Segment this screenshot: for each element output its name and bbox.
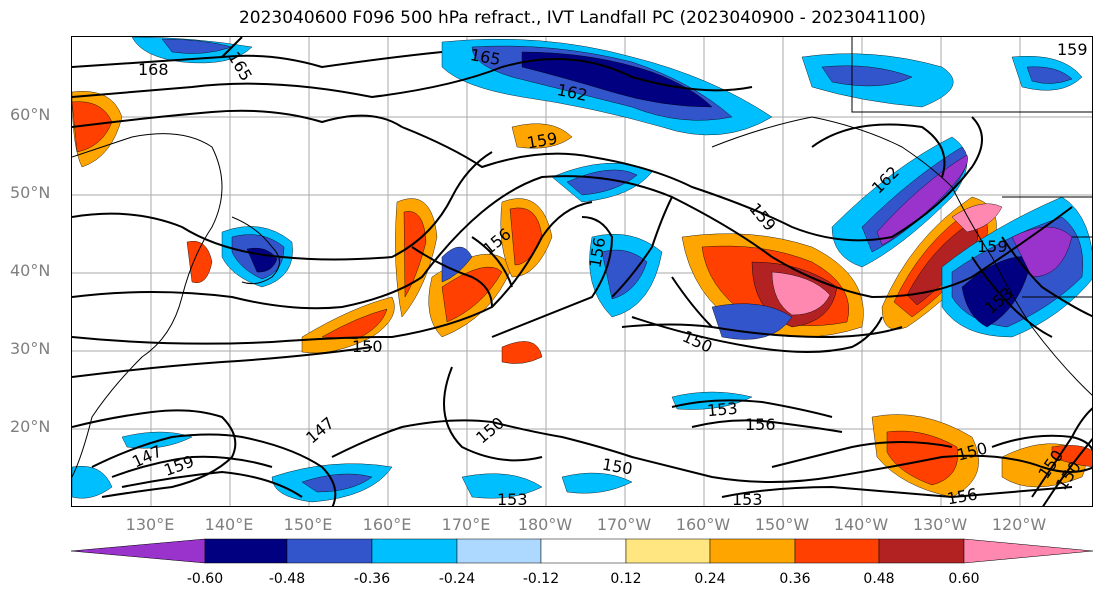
lon-label: 180°W (517, 515, 573, 534)
contour-label: 168 (138, 60, 169, 79)
lon-label: 140°E (204, 515, 254, 534)
colorbar-segment (709, 538, 796, 564)
lat-label: 20°N (10, 417, 51, 436)
colorbar-segment (963, 538, 1094, 564)
colorbar-segment (794, 538, 880, 564)
contour-label: 153 (732, 490, 763, 507)
contour-label: 159 (525, 129, 558, 153)
shaded-field (72, 37, 1092, 503)
lon-label: 130°E (125, 515, 175, 534)
contour-label: 156 (945, 484, 978, 507)
contour-label: 159 (977, 237, 1008, 256)
colorbar-tick: -0.12 (522, 571, 560, 587)
lon-label: 170°E (441, 515, 491, 534)
colorbar-segment (878, 538, 965, 564)
contour-label: 153 (706, 399, 738, 421)
lon-label: 130°W (912, 515, 968, 534)
colorbar-tick: 0.12 (610, 571, 642, 587)
map-canvas: 168 165 165 162 159 162 159 156 156 150 … (72, 37, 1092, 507)
colorbar-segment (456, 538, 542, 564)
contour-label: 156 (745, 415, 776, 434)
lon-label: 160°E (362, 515, 412, 534)
contour-label: 153 (497, 490, 528, 507)
height-contours (72, 37, 1092, 506)
lat-label: 60°N (10, 105, 51, 124)
lon-label: 150°W (754, 515, 810, 534)
lon-label: 150°E (283, 515, 333, 534)
lat-label: 30°N (10, 339, 51, 358)
colorbar-segment (371, 538, 458, 564)
colorbar-segment (540, 538, 627, 564)
colorbar-segment (625, 538, 711, 564)
colorbar (71, 538, 1094, 564)
contour-label: 159 (1057, 40, 1088, 59)
contour-label: 159 (745, 199, 779, 235)
contour-label: 150 (472, 413, 508, 447)
lon-label: 140°W (833, 515, 889, 534)
lat-label: 50°N (10, 183, 51, 202)
colorbar-tick: -0.60 (186, 571, 224, 587)
map-panel: 168 165 165 162 159 162 159 156 156 150 … (71, 36, 1093, 507)
colorbar-tick: 0.48 (863, 571, 895, 587)
colorbar-segment (286, 538, 373, 564)
map-title: 2023040600 F096 500 hPa refract., IVT La… (238, 8, 926, 28)
colorbar-tick: -0.48 (268, 571, 306, 587)
lon-label: 170°W (596, 515, 652, 534)
colorbar-tick: -0.24 (438, 571, 476, 587)
colorbar-tick: 0.24 (694, 571, 726, 587)
colorbar-tick: 0.60 (948, 571, 980, 587)
colorbar-tick: 0.36 (779, 571, 811, 587)
colorbar-segment (71, 538, 206, 564)
contour-label: 150 (680, 327, 716, 357)
colorbar-segment (204, 538, 288, 564)
lon-label: 160°W (675, 515, 731, 534)
lat-label: 40°N (10, 261, 51, 280)
colorbar-tick: -0.36 (353, 571, 391, 587)
lon-label: 120°W (991, 515, 1047, 534)
contour-label: 150 (352, 337, 383, 356)
contour-label: 147 (302, 413, 338, 447)
